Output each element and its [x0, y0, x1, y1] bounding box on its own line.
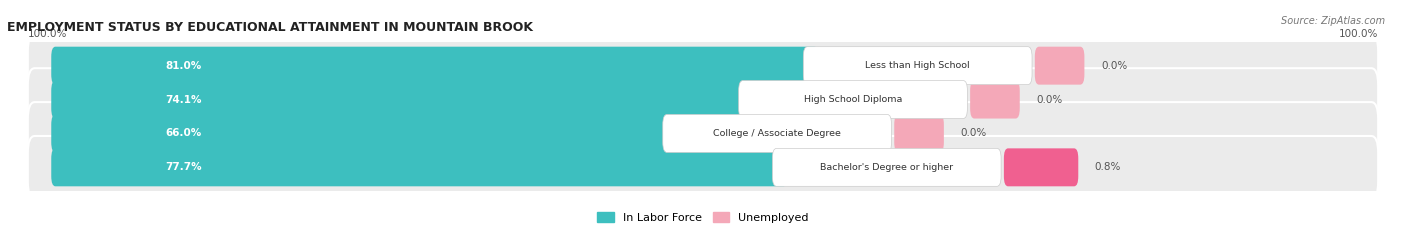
Text: 81.0%: 81.0% [166, 61, 202, 71]
Text: College / Associate Degree: College / Associate Degree [713, 129, 841, 138]
Text: EMPLOYMENT STATUS BY EDUCATIONAL ATTAINMENT IN MOUNTAIN BROOK: EMPLOYMENT STATUS BY EDUCATIONAL ATTAINM… [7, 21, 533, 34]
Text: 100.0%: 100.0% [1339, 29, 1378, 39]
FancyBboxPatch shape [662, 114, 891, 152]
Text: Bachelor's Degree or higher: Bachelor's Degree or higher [820, 163, 953, 172]
Text: 0.0%: 0.0% [1036, 95, 1063, 105]
Text: 100.0%: 100.0% [28, 29, 67, 39]
FancyBboxPatch shape [1035, 47, 1084, 85]
FancyBboxPatch shape [28, 68, 1378, 131]
Text: 74.1%: 74.1% [166, 95, 202, 105]
Text: Less than High School: Less than High School [865, 61, 970, 70]
FancyBboxPatch shape [1004, 148, 1078, 186]
FancyBboxPatch shape [51, 114, 678, 152]
Text: High School Diploma: High School Diploma [804, 95, 903, 104]
Text: 66.0%: 66.0% [166, 128, 202, 138]
FancyBboxPatch shape [28, 136, 1378, 199]
FancyBboxPatch shape [738, 81, 967, 119]
FancyBboxPatch shape [28, 102, 1378, 165]
Text: 0.0%: 0.0% [1101, 61, 1128, 71]
Text: Source: ZipAtlas.com: Source: ZipAtlas.com [1281, 16, 1385, 26]
Text: 0.0%: 0.0% [960, 128, 987, 138]
FancyBboxPatch shape [772, 148, 1001, 186]
Legend: In Labor Force, Unemployed: In Labor Force, Unemployed [593, 208, 813, 227]
Text: 77.7%: 77.7% [166, 162, 202, 172]
FancyBboxPatch shape [51, 81, 754, 119]
FancyBboxPatch shape [970, 81, 1019, 119]
Text: 0.8%: 0.8% [1095, 162, 1121, 172]
FancyBboxPatch shape [894, 114, 943, 152]
FancyBboxPatch shape [28, 34, 1378, 97]
FancyBboxPatch shape [51, 148, 787, 186]
FancyBboxPatch shape [51, 47, 818, 85]
FancyBboxPatch shape [803, 47, 1032, 85]
